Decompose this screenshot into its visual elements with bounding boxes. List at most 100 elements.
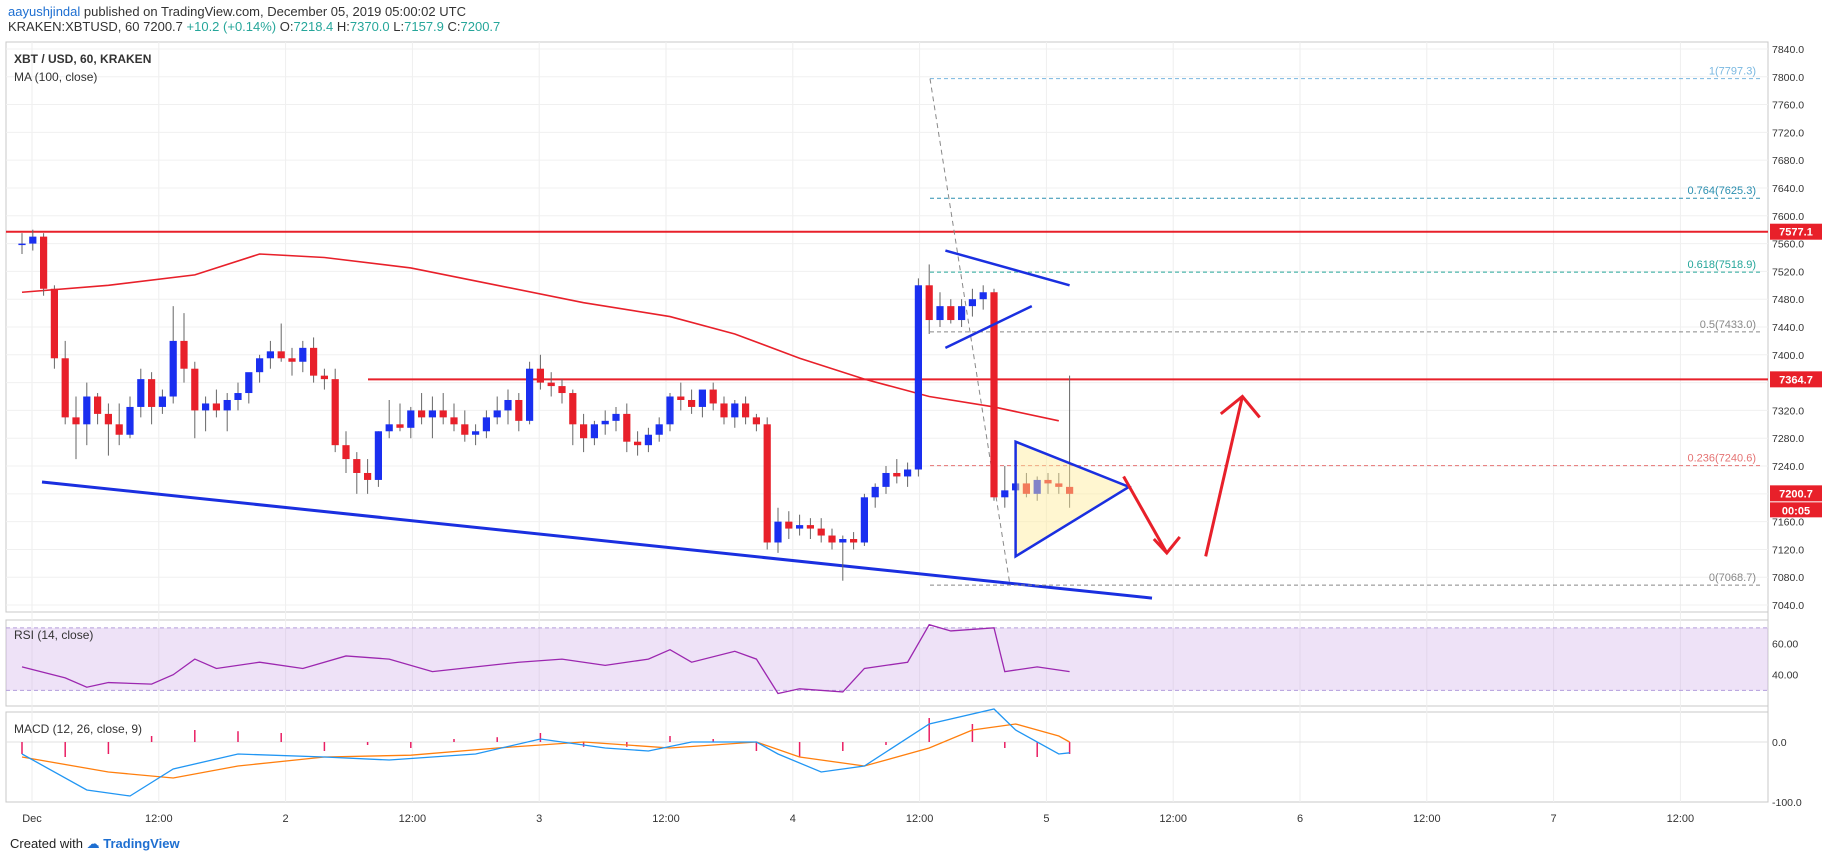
fib-level-label: 0.5(7433.0) (1700, 319, 1756, 331)
price-axis-label: 7760.0 (1772, 100, 1804, 112)
candle-body (644, 434, 652, 446)
candle-body (353, 459, 361, 473)
candle-body (94, 396, 102, 414)
resistance-level-value: 7577.1 (1779, 227, 1813, 239)
macd-line (21, 708, 1070, 797)
candle-body (893, 472, 901, 477)
candle-body (472, 431, 480, 435)
candle-body (677, 396, 685, 400)
macd-axis-label: 0.0 (1772, 737, 1787, 749)
candle-body (104, 413, 112, 425)
candle-body (688, 399, 696, 407)
current-price-tag (1770, 485, 1822, 502)
candle-body (342, 445, 350, 460)
candle-body (806, 525, 814, 529)
price-axis-label: 7840.0 (1772, 44, 1804, 56)
rsi-line (21, 623, 1070, 695)
candle-body (1033, 479, 1041, 494)
candle-body (158, 396, 166, 407)
candle-body (50, 288, 58, 359)
time-axis-label: 3 (536, 813, 542, 825)
candle-body (364, 472, 372, 480)
price-axis-label: 7280.0 (1772, 433, 1804, 445)
change-value: +10.2 (+0.14%) (186, 19, 277, 34)
support-trendline (41, 480, 1153, 600)
candle-body (580, 424, 588, 439)
candle-body (979, 292, 987, 300)
candle-body (655, 424, 663, 435)
macd-signal-line (21, 723, 1070, 779)
ma100-line (21, 253, 1059, 422)
fib-level-label: 0(7068.7) (1709, 572, 1756, 584)
candle-body (407, 410, 415, 428)
fib-trend-line (929, 78, 1011, 586)
candle-body (774, 521, 782, 543)
rsi-axis-label: 40.00 (1772, 670, 1798, 682)
candle-body (817, 528, 825, 536)
candle-body (623, 413, 631, 442)
candle-body (223, 399, 231, 411)
time-axis-label: 12:00 (906, 813, 934, 825)
candle-body (968, 299, 976, 307)
time-axis-label: Dec (22, 813, 42, 825)
open-label: O: (279, 19, 294, 34)
candle-body (569, 393, 577, 425)
time-axis-label: 12:00 (1159, 813, 1187, 825)
candle-body (914, 285, 922, 470)
candle-body (61, 358, 69, 418)
candle-body (418, 410, 426, 418)
down-arrowhead-icon (1152, 535, 1181, 556)
price-axis-label: 7240.0 (1772, 461, 1804, 473)
candle-body (947, 306, 955, 321)
candle-body (439, 410, 447, 418)
candle-body (180, 340, 188, 369)
candle-body (1022, 483, 1030, 494)
up-arrow-icon (1204, 396, 1244, 557)
candle-body (882, 472, 890, 487)
candle-body (428, 410, 436, 418)
candle-body (536, 368, 544, 383)
price-axis-label: 7800.0 (1772, 72, 1804, 84)
rsi-band (6, 627, 1768, 691)
triangle-pattern (1014, 439, 1132, 559)
time-axis-label: 12:00 (145, 813, 173, 825)
candle-body (698, 389, 706, 407)
candle-body (1055, 483, 1063, 487)
candle-body (18, 243, 26, 246)
time-axis-label: 12:00 (1413, 813, 1441, 825)
price-axis-label: 7520.0 (1772, 266, 1804, 278)
price-axis-label: 7480.0 (1772, 294, 1804, 306)
tradingview-brand[interactable]: TradingView (103, 836, 180, 851)
time-axis-label: 12:00 (1667, 813, 1695, 825)
candle-body (752, 417, 760, 425)
candle-body (666, 396, 674, 425)
time-axis-label: 5 (1043, 813, 1049, 825)
candle-body (958, 306, 966, 321)
time-axis-label: 12:00 (652, 813, 680, 825)
price-axis-label: 7040.0 (1772, 600, 1804, 612)
low-label: L: (393, 19, 405, 34)
price-axis-label: 7400.0 (1772, 350, 1804, 362)
countdown-tag (1770, 502, 1822, 518)
price-axis-label: 7120.0 (1772, 544, 1804, 556)
author-link[interactable]: aayushjindal (8, 4, 81, 19)
candle-body (40, 236, 48, 289)
candle-body (547, 382, 555, 387)
candle-body (148, 379, 156, 407)
candle-body (709, 389, 717, 404)
candle-body (1044, 479, 1052, 484)
candle-body (839, 539, 847, 543)
candle-body (137, 379, 145, 407)
candle-body (374, 431, 382, 480)
candle-body (83, 396, 91, 425)
candle-body (320, 375, 328, 380)
candle-body (990, 292, 998, 498)
candle-body (482, 417, 490, 432)
candle-body (871, 486, 879, 498)
rsi-axis-label: 60.00 (1772, 638, 1798, 650)
price-axis-label: 7080.0 (1772, 572, 1804, 584)
footer-created-text: Created with (10, 836, 83, 851)
candle-body (904, 469, 912, 477)
candle-body (731, 403, 739, 418)
